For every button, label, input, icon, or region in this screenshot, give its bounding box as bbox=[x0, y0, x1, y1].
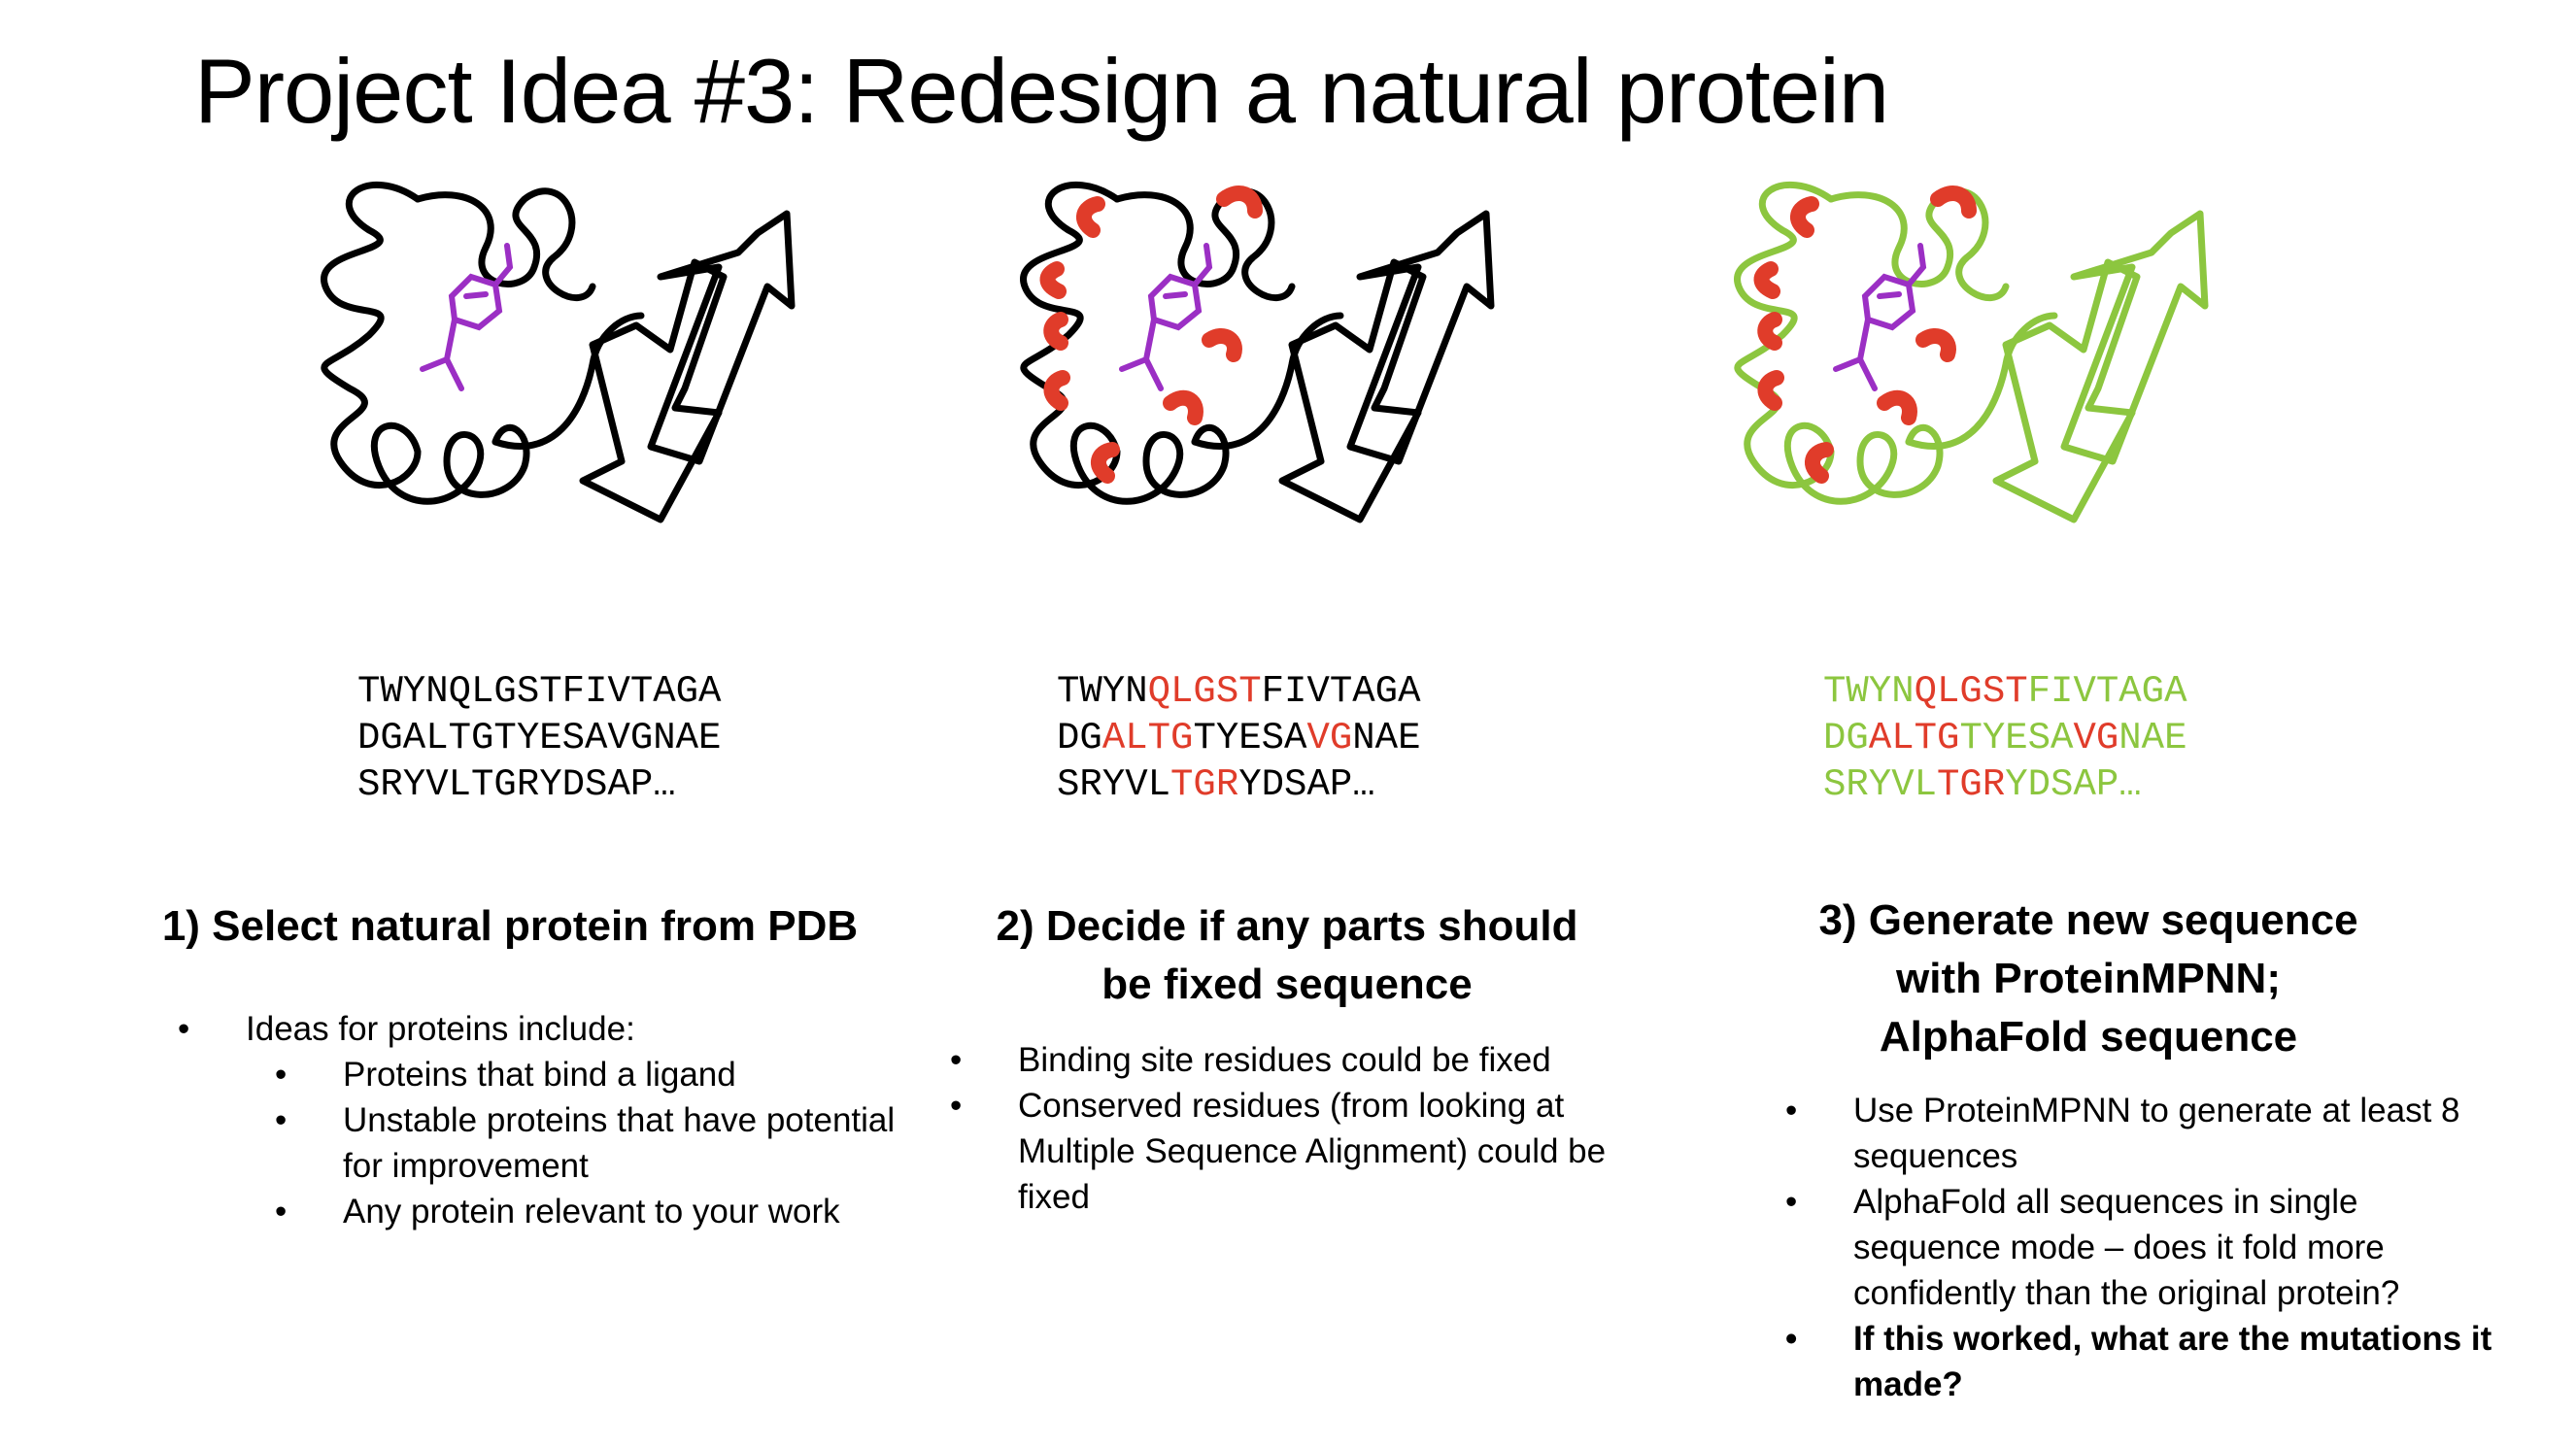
bullet-item: Proteins that bind a ligand bbox=[275, 1052, 935, 1097]
step-2-heading: 2) Decide if any parts should be fixed s… bbox=[942, 897, 1632, 1014]
protein-cartoon-fixed-svg bbox=[1020, 181, 1495, 523]
sequence-segment: TYESA bbox=[1959, 717, 2074, 759]
bullet-item: Conserved residues (from looking at Mult… bbox=[950, 1083, 1630, 1220]
slide-title: Project Idea #3: Redesign a natural prot… bbox=[194, 40, 1889, 142]
ligand-molecule bbox=[1833, 243, 1927, 391]
loop-coil bbox=[1113, 187, 1296, 301]
sequence-segment: TWYN bbox=[1057, 670, 1148, 713]
beta-arrow-down bbox=[579, 258, 728, 523]
step-2-heading-line: 2) Decide if any parts should bbox=[996, 902, 1578, 950]
sequence-segment: QLGST bbox=[1147, 670, 1262, 713]
fixed-residues bbox=[1753, 185, 1977, 484]
sequence-segment: DGALTGTYESAVGNAE bbox=[357, 717, 722, 759]
bullet-item: Ideas for proteins include: bbox=[178, 1006, 935, 1052]
sequence-fixed: TWYNQLGSTFIVTAGA DGALTGTYESAVGNAE SRYVLTGR… bbox=[1057, 668, 1421, 808]
sequence-line: TWYNQLGSTFIVTAGA bbox=[1823, 668, 2187, 715]
step-3-heading-line: AlphaFold sequence bbox=[1879, 1013, 2298, 1061]
protein-cartoon-designed bbox=[1705, 170, 2307, 597]
step-2-bullets: Binding site residues could be fixed Con… bbox=[950, 1037, 1630, 1220]
lower-loop bbox=[1191, 312, 1344, 450]
sequence-segment: ALTG bbox=[1868, 717, 1960, 759]
protein-cartoon-fixed bbox=[991, 170, 1593, 597]
sequence-line: DGALTGTYESAVGNAE bbox=[357, 715, 721, 761]
lower-loop bbox=[491, 312, 645, 450]
sequence-line: DGALTGTYESAVGNAE bbox=[1823, 715, 2187, 761]
sequence-line: SRYVLTGRYDSAP… bbox=[1057, 761, 1421, 808]
sequence-segment: ALTG bbox=[1102, 717, 1194, 759]
protein-cartoon-original bbox=[291, 170, 894, 597]
bullet-item: Unstable proteins that have potential fo… bbox=[275, 1097, 935, 1189]
beta-arrow-down bbox=[1278, 258, 1427, 523]
ligand-molecule bbox=[420, 243, 514, 391]
sequence-segment: VG bbox=[1306, 717, 1353, 759]
sequence-segment: FIVTAGA bbox=[2027, 670, 2187, 713]
sequence-segment: SRYVLTGRYDSAP… bbox=[357, 763, 676, 806]
sequence-segment: SRYVL bbox=[1057, 763, 1171, 806]
sequence-segment: DG bbox=[1823, 717, 1869, 759]
protein-cartoon-original-svg bbox=[321, 181, 796, 523]
bullet-item: Any protein relevant to your work bbox=[275, 1189, 935, 1234]
step-1-heading-line: 1) Select natural protein from PDB bbox=[161, 902, 859, 950]
step-3-heading: 3) Generate new sequence with ProteinMPN… bbox=[1748, 892, 2428, 1066]
helix-coil bbox=[1020, 181, 1230, 505]
sequence-segment: TGR bbox=[1937, 763, 2006, 806]
sequence-segment: SRYVL bbox=[1823, 763, 1938, 806]
lower-loop bbox=[1905, 312, 2058, 450]
beta-arrow-down bbox=[1992, 258, 2141, 523]
beta-arrow-up bbox=[1346, 210, 1495, 465]
step-1-heading: 1) Select natural protein from PDB bbox=[126, 897, 894, 956]
helix-coil bbox=[321, 181, 530, 505]
bullet-item: Use ProteinMPNN to generate at least 8 s… bbox=[1785, 1088, 2514, 1179]
sequence-line: TWYNQLGSTFIVTAGA bbox=[1057, 668, 1421, 715]
ligand-molecule bbox=[1119, 243, 1213, 391]
beta-arrow-up bbox=[647, 210, 796, 465]
sequence-segment: NAE bbox=[2118, 717, 2187, 759]
helix-coil bbox=[1734, 181, 1944, 505]
sequence-segment: FIVTAGA bbox=[1261, 670, 1421, 713]
sequence-segment: TWYNQLGSTFIVTAGA bbox=[357, 670, 722, 713]
sequence-designed: TWYNQLGSTFIVTAGA DGALTGTYESAVGNAE SRYVLTGR… bbox=[1823, 668, 2187, 808]
sequence-segment: VG bbox=[2073, 717, 2119, 759]
step-3-bullets: Use ProteinMPNN to generate at least 8 s… bbox=[1785, 1088, 2514, 1407]
fixed-residues bbox=[1039, 185, 1263, 484]
sequence-line: SRYVLTGRYDSAP… bbox=[1823, 761, 2187, 808]
beta-arrow-up bbox=[2060, 210, 2209, 465]
bullet-item: If this worked, what are the mutations i… bbox=[1785, 1316, 2514, 1407]
bullet-item: AlphaFold all sequences in single sequen… bbox=[1785, 1179, 2514, 1316]
sequence-segment: TYESA bbox=[1193, 717, 1307, 759]
sequence-segment: NAE bbox=[1352, 717, 1421, 759]
sequence-original: TWYNQLGSTFIVTAGA DGALTGTYESAVGNAE SRYVLTGR… bbox=[357, 668, 721, 808]
step-1-bullets: Ideas for proteins include: Proteins tha… bbox=[178, 1006, 935, 1234]
protein-cartoon-designed-svg bbox=[1734, 181, 2209, 523]
sequence-segment: TGR bbox=[1170, 763, 1239, 806]
sequence-segment: YDSAP… bbox=[2005, 763, 2142, 806]
bullet-item: Binding site residues could be fixed bbox=[950, 1037, 1630, 1083]
loop-coil bbox=[1827, 187, 2010, 301]
step-2-heading-line: be fixed sequence bbox=[1102, 960, 1473, 1008]
sequence-segment: YDSAP… bbox=[1238, 763, 1375, 806]
sequence-segment: QLGST bbox=[1914, 670, 2028, 713]
sequence-line: TWYNQLGSTFIVTAGA bbox=[357, 668, 721, 715]
loop-coil bbox=[414, 187, 596, 301]
sequence-line: DGALTGTYESAVGNAE bbox=[1057, 715, 1421, 761]
step-3-heading-line: 3) Generate new sequence bbox=[1818, 896, 2358, 944]
step-3-heading-line: with ProteinMPNN; bbox=[1896, 955, 2281, 1002]
sequence-segment: DG bbox=[1057, 717, 1102, 759]
sequence-segment: TWYN bbox=[1823, 670, 1915, 713]
sequence-line: SRYVLTGRYDSAP… bbox=[357, 761, 721, 808]
